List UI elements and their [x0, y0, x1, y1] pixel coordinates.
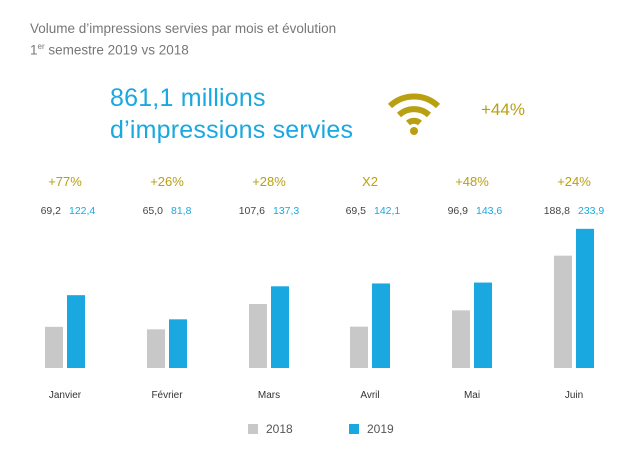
- change-label: +26%: [150, 174, 184, 189]
- bar-2018: [350, 326, 368, 368]
- title-line-2-rest: semestre 2019 vs 2018: [44, 42, 189, 58]
- headline: 861,1 millions d’impressions servies: [110, 82, 353, 146]
- bar-2019: [474, 282, 492, 368]
- value-label-2018: 96,9: [448, 205, 469, 217]
- total-change: +44%: [481, 100, 525, 119]
- category-label: Février: [151, 390, 183, 401]
- legend-item-2019: 2019: [349, 422, 394, 436]
- value-label-2018: 69,5: [346, 205, 367, 217]
- value-label-2018: 188,8: [544, 205, 570, 217]
- value-label-2018: 107,6: [239, 205, 265, 217]
- bar-2018: [45, 326, 63, 368]
- category-label: Juin: [565, 390, 583, 401]
- title-line-1: Volume d’impressions servies par mois et…: [30, 21, 337, 36]
- bar-2018: [249, 303, 267, 368]
- change-label: +28%: [252, 174, 286, 189]
- value-label-2018: 69,2: [41, 205, 62, 217]
- title-line-2: 1er semestre 2019 vs 2018: [30, 38, 336, 60]
- headline-line-2: d’impressions servies: [110, 116, 354, 144]
- change-label: +48%: [455, 174, 489, 189]
- category-label: Mai: [464, 390, 480, 401]
- bar-2019: [372, 283, 390, 368]
- legend-swatch-2018: [248, 424, 258, 434]
- legend-label-2019: 2019: [367, 422, 394, 436]
- category-label: Mars: [258, 390, 280, 401]
- title-line-2-superscript: er: [37, 42, 45, 51]
- bar-2018: [554, 255, 572, 368]
- title-line-2-number: 1: [30, 42, 38, 58]
- bar-2018: [452, 310, 470, 368]
- change-label: X2: [362, 174, 378, 189]
- bar-2019: [576, 228, 594, 368]
- value-label-2019: 143,6: [476, 205, 502, 217]
- value-label-2019: 142,1: [374, 205, 400, 217]
- bar-2018: [147, 329, 165, 368]
- value-label-2018: 65,0: [143, 205, 164, 217]
- headline-line-1: 861,1 millions: [110, 84, 266, 112]
- category-label: Janvier: [49, 390, 82, 401]
- value-label-2019: 122,4: [69, 205, 95, 217]
- change-label: +77%: [48, 174, 82, 189]
- legend-label-2018: 2018: [266, 422, 293, 436]
- bar-2019: [271, 286, 289, 368]
- legend-item-2018: 2018: [248, 422, 293, 436]
- bar-2019: [67, 295, 85, 368]
- bar-2019: [169, 319, 187, 368]
- value-label-2019: 233,9: [578, 205, 604, 217]
- category-label: Avril: [360, 390, 379, 401]
- wifi-icon: [387, 93, 441, 135]
- value-label-2019: 137,3: [273, 205, 299, 217]
- value-label-2019: 81,8: [171, 205, 192, 217]
- legend-swatch-2019: [349, 424, 359, 434]
- change-label: +24%: [557, 174, 591, 189]
- chart-title: Volume d’impressions servies par mois et…: [30, 20, 336, 60]
